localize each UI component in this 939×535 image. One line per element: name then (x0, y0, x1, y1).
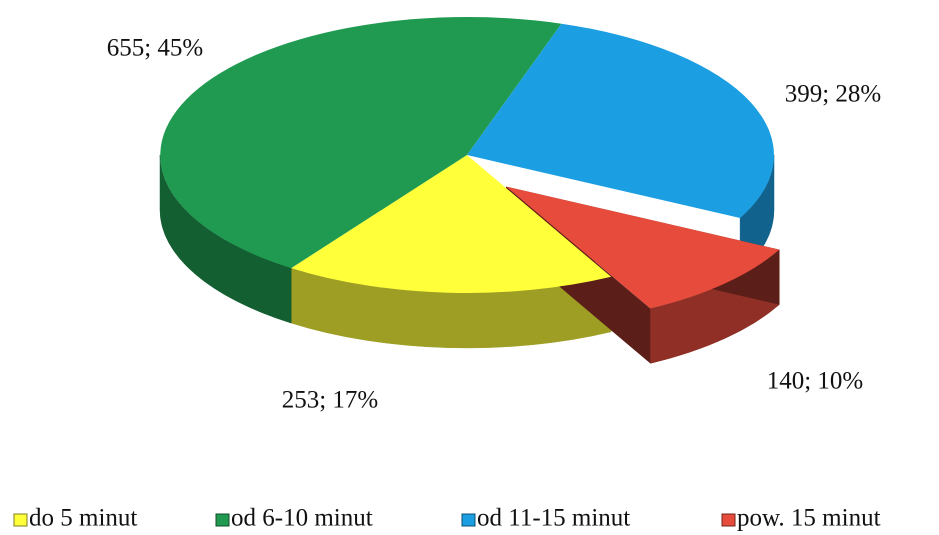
legend-label: od 11-15 minut (477, 505, 630, 532)
legend-item: pow. 15 minut (721, 505, 881, 532)
data-label: 140; 10% (767, 368, 864, 395)
legend-swatch (461, 513, 476, 527)
pie-slice (506, 186, 780, 309)
legend-label: pow. 15 minut (737, 505, 881, 532)
pie-slice (291, 155, 612, 293)
data-label: 399; 28% (785, 81, 882, 108)
legend-label: do 5 minut (29, 505, 137, 532)
data-label: 655; 45% (107, 35, 204, 62)
legend-item: od 6-10 minut (215, 505, 373, 532)
legend-item: do 5 minut (13, 505, 137, 532)
legend-swatch (215, 513, 230, 527)
pie-tops (160, 17, 780, 364)
legend-label: od 6-10 minut (231, 505, 373, 532)
legend-swatch (721, 513, 736, 527)
pie-slice (467, 23, 774, 219)
data-label: 253; 17% (282, 387, 379, 414)
legend-item: od 11-15 minut (461, 505, 630, 532)
pie-side (159, 154, 292, 324)
pie-slice (160, 17, 562, 269)
legend-swatch (13, 513, 28, 527)
